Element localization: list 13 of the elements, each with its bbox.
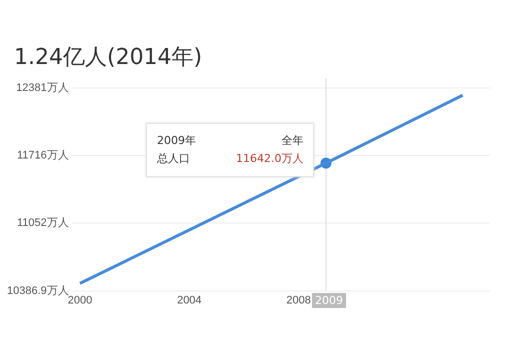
- y-tick-label: 12381万人: [16, 82, 69, 94]
- y-tick-label: 11052万人: [16, 217, 69, 230]
- x-tick-label: 2004: [177, 294, 202, 306]
- annotation: 总人口: [156, 151, 191, 168]
- annotation: 全年: [280, 133, 304, 150]
- annotation: 11642.0万人: [236, 151, 304, 168]
- annotation: 2009年: [156, 133, 196, 150]
- x-tick-label: 2008: [286, 294, 311, 306]
- x-tick-label: 2000: [68, 294, 92, 306]
- ref-line-label: 2009: [312, 292, 346, 308]
- y-tick-label: 10386.9万人: [6, 284, 69, 297]
- y-tick-label: 11716万人: [16, 150, 69, 162]
- chart-title: 1.24亿人(2014年): [14, 44, 202, 72]
